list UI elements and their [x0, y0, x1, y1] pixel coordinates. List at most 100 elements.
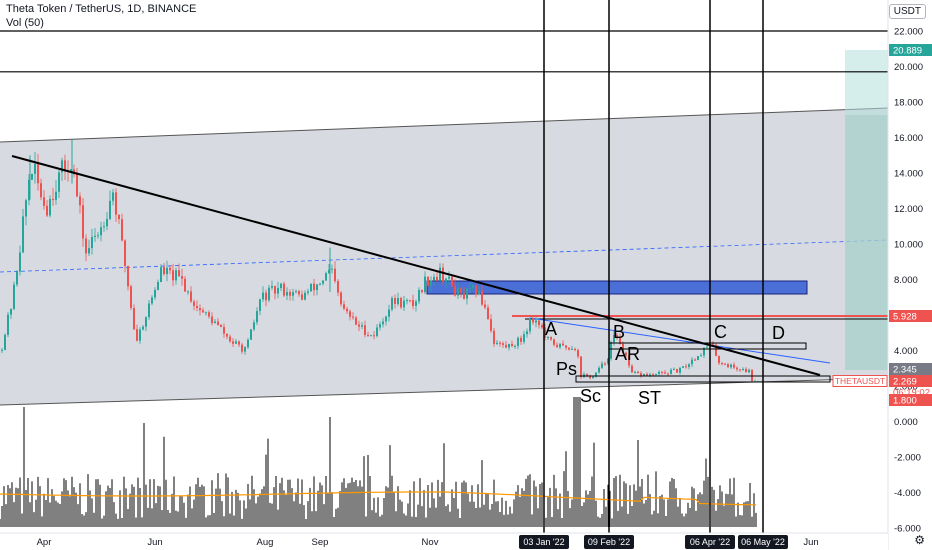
- candle-body: [175, 270, 177, 281]
- candle-body: [448, 276, 450, 279]
- candle-body: [163, 267, 165, 275]
- candle-body: [34, 163, 36, 174]
- candle-body: [70, 169, 72, 172]
- symbol-badge: THETAUSDT: [835, 376, 885, 386]
- candle-body: [565, 345, 567, 348]
- y-tick-label: 8.000: [894, 275, 918, 286]
- candle-body: [25, 200, 27, 217]
- supply-zone: [426, 280, 808, 295]
- candle-body: [412, 300, 414, 306]
- candle-body: [439, 267, 441, 281]
- candle-body: [586, 374, 588, 376]
- candle-body: [145, 317, 147, 327]
- volume-indicator-label[interactable]: Vol (50): [6, 17, 44, 29]
- candle-body: [385, 316, 387, 322]
- candle-body: [253, 322, 255, 330]
- candle-body: [64, 160, 66, 171]
- candle-body: [748, 369, 750, 373]
- candle-body: [82, 205, 84, 239]
- candle-body: [319, 283, 321, 285]
- candle-body: [679, 367, 681, 373]
- candle-body: [490, 319, 492, 331]
- candle-body: [361, 325, 363, 327]
- candle-body: [1, 349, 3, 351]
- candle-body: [646, 373, 648, 377]
- candle-body: [457, 288, 459, 296]
- candle-body: [472, 285, 474, 288]
- x-tick-label: Sep: [312, 537, 329, 548]
- candle-body: [205, 312, 207, 314]
- price-label: 2.269: [893, 377, 917, 388]
- candle-body: [226, 333, 228, 337]
- candle-body: [4, 334, 6, 350]
- candle-body: [247, 339, 249, 348]
- candle-body: [79, 196, 81, 206]
- candle-body: [409, 300, 411, 302]
- candle-body: [388, 309, 390, 317]
- candle-body: [511, 343, 513, 347]
- candle-body: [604, 363, 606, 365]
- descending-trendline: [11, 155, 821, 376]
- settings-gear-icon[interactable]: ⚙: [914, 533, 925, 547]
- candle-body: [55, 191, 57, 200]
- date-label-bg: [519, 535, 569, 549]
- candle-body: [364, 325, 366, 335]
- candle-body: [619, 336, 621, 344]
- wyckoff-label-ps: Ps: [556, 359, 577, 379]
- candle-body: [142, 326, 144, 330]
- candle-body: [553, 339, 555, 345]
- wyckoff-label-d: D: [772, 323, 785, 343]
- candle-body: [109, 200, 111, 219]
- currency-badge[interactable]: USDT: [888, 4, 926, 19]
- candle-body: [430, 280, 432, 286]
- price-label-bg: [889, 394, 932, 406]
- candle-body: [106, 218, 108, 227]
- candle-body: [550, 337, 552, 340]
- candle-body: [685, 366, 687, 368]
- candle-body: [340, 292, 342, 305]
- candle-body: [421, 289, 423, 293]
- candle-body: [658, 371, 660, 374]
- candle-body: [676, 368, 678, 373]
- candle-body: [151, 297, 153, 304]
- date-label: 03 Jan '22: [523, 537, 564, 547]
- candle-body: [193, 301, 195, 306]
- price-axis-bg: [888, 0, 932, 550]
- candle-body: [529, 318, 531, 332]
- wyckoff-label-st: ST: [638, 388, 661, 408]
- candle-body: [727, 364, 729, 368]
- candle-body: [16, 271, 18, 285]
- candle-body: [46, 205, 48, 216]
- candle-body: [505, 344, 507, 348]
- candle-body: [724, 363, 726, 365]
- candle-body: [481, 290, 483, 305]
- candle-body: [94, 235, 96, 237]
- date-label-bg: [685, 535, 735, 549]
- channel-top-line: [0, 107, 889, 143]
- candle-body: [88, 248, 90, 254]
- candle-body: [316, 284, 318, 291]
- candle-body: [379, 324, 381, 328]
- candle-body: [706, 346, 708, 348]
- candle-body: [229, 336, 231, 342]
- wyckoff-label-sc: Sc: [580, 386, 601, 406]
- candle-body: [571, 348, 573, 350]
- candle-body: [520, 337, 522, 342]
- price-label-bg: [889, 310, 932, 322]
- candle-body: [541, 325, 543, 328]
- candle-body: [178, 270, 180, 277]
- candle-body: [424, 276, 426, 293]
- candle-body: [640, 373, 642, 376]
- candle-body: [160, 267, 162, 283]
- candle-body: [463, 293, 465, 299]
- price-label-bg: [889, 363, 932, 375]
- candle-body: [181, 276, 183, 279]
- candle-body: [466, 288, 468, 299]
- candle-body: [52, 198, 54, 200]
- candle-body: [262, 292, 264, 300]
- candle-body: [223, 327, 225, 334]
- candle-body: [616, 334, 618, 337]
- candle-body: [574, 348, 576, 351]
- candle-body: [478, 290, 480, 295]
